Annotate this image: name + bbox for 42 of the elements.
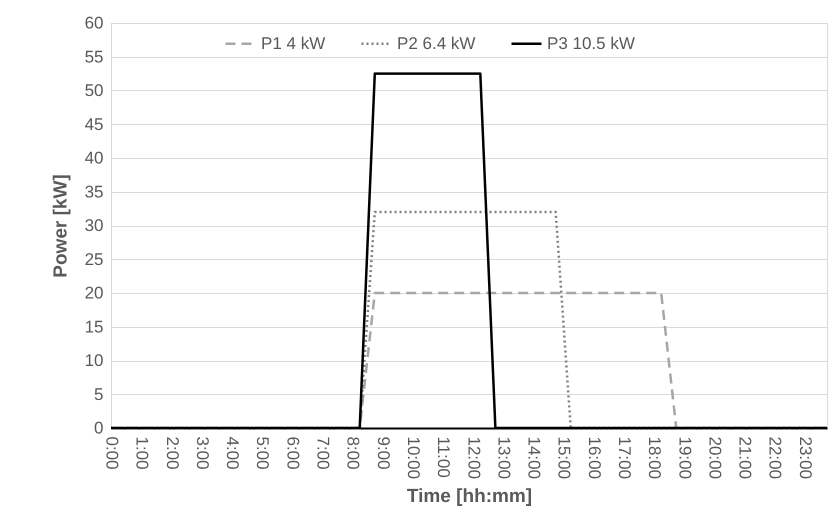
x-tick-label: 2:00 <box>162 436 182 470</box>
legend-label: P2 6.4 kW <box>397 34 476 53</box>
x-tick-label: 19:00 <box>675 436 694 480</box>
x-tick-label: 9:00 <box>374 436 393 470</box>
y-tick-label: 0 <box>94 418 104 438</box>
y-tick-label: 30 <box>84 216 104 235</box>
legend-label: P3 10.5 kW <box>547 34 635 53</box>
x-tick-label: 14:00 <box>524 436 544 480</box>
x-tick-label: 10:00 <box>404 436 423 480</box>
x-tick-label: 8:00 <box>344 436 363 470</box>
x-tick-label: 20:00 <box>705 436 724 480</box>
y-axis-title: Power [kW] <box>50 174 72 278</box>
x-tick-label: 11:00 <box>434 436 454 478</box>
x-tick-label: 21:00 <box>736 436 755 480</box>
y-tick-label: 10 <box>84 351 104 370</box>
x-tick-label: 5:00 <box>253 436 272 470</box>
x-tick-label: 15:00 <box>554 436 574 480</box>
x-tick-label: 17:00 <box>615 436 634 480</box>
y-tick-label: 55 <box>84 47 104 66</box>
x-axis-title: Time [hh:mm] <box>406 486 532 508</box>
x-tick-label: 7:00 <box>314 436 333 470</box>
x-tick-label: 3:00 <box>192 436 212 470</box>
x-tick-label: 13:00 <box>494 436 514 480</box>
y-tick-label: 25 <box>84 250 104 269</box>
y-tick-label: 20 <box>84 284 104 302</box>
x-tick-label: 0:00 <box>102 436 122 470</box>
y-tick-label: 45 <box>84 114 104 134</box>
y-tick-label: 60 <box>84 14 104 32</box>
x-tick-label: 23:00 <box>796 436 815 480</box>
x-tick-label: 16:00 <box>584 436 604 480</box>
x-tick-label: 12:00 <box>464 436 484 480</box>
x-tick-label: 22:00 <box>766 436 785 480</box>
y-tick-label: 50 <box>84 81 104 100</box>
y-tick-label: 35 <box>84 182 104 202</box>
x-tick-label: 1:00 <box>132 436 152 470</box>
x-tick-label: 18:00 <box>645 436 664 480</box>
legend-label: P1 4 kW <box>261 34 326 53</box>
y-tick-label: 40 <box>84 148 104 168</box>
y-tick-label: 5 <box>94 384 104 404</box>
y-tick-label: 15 <box>84 317 104 336</box>
x-tick-label: 6:00 <box>283 436 302 470</box>
x-tick-label: 4:00 <box>223 436 242 470</box>
